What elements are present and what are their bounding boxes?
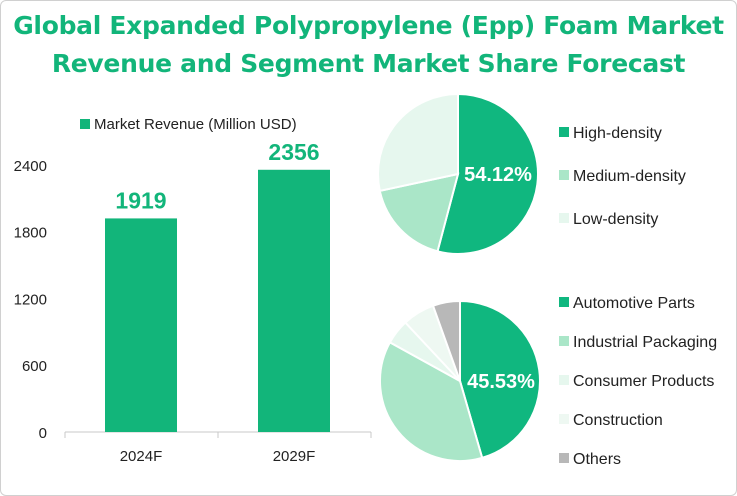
legend-swatch — [559, 453, 569, 463]
legend-label: Construction — [573, 412, 663, 429]
legend-swatch — [559, 375, 569, 385]
legend-label: Consumer Products — [573, 373, 714, 390]
bar-value-label: 1919 — [115, 187, 166, 213]
pie-slice-low-density — [377, 92, 459, 193]
legend-swatch — [559, 170, 569, 180]
pie-percent-label: 45.53% — [467, 371, 535, 393]
y-tick-label: 1200 — [14, 291, 47, 308]
pie-chart-density: 54.12% High-density Medium-density Low-dens… — [377, 92, 686, 255]
title-line-1: Global Expanded Polypropylene (Epp) Foam… — [13, 11, 724, 40]
pie-chart-application: 45.53% Automotive Parts Industrial Packagi… — [379, 295, 717, 468]
legend-swatch-revenue — [80, 119, 90, 129]
pie-slice-others — [431, 299, 461, 382]
legend-swatch — [559, 297, 569, 307]
pie-slice-industrial-packaging — [379, 340, 484, 462]
y-tick-label: 0 — [39, 425, 47, 442]
chart-title: Global Expanded Polypropylene (Epp) Foam… — [1, 7, 736, 83]
x-tick-label: 2029F — [273, 448, 316, 465]
title-line-2: Revenue and Segment Market Share Forecas… — [51, 49, 686, 78]
legend-label: Automotive Parts — [573, 295, 695, 312]
pie-percent-label: 54.12% — [464, 164, 532, 186]
legend-swatch — [559, 127, 569, 137]
legend-swatch — [559, 414, 569, 424]
legend-label: Others — [573, 451, 621, 468]
y-tick-label: 1800 — [14, 225, 47, 242]
legend-swatch — [559, 336, 569, 346]
x-tick-label: 2024F — [120, 448, 163, 465]
bar-chart: Market Revenue (Million USD) 0 600 1200 1800… — [14, 116, 372, 465]
legend-label: Low-density — [573, 211, 658, 228]
y-tick-label: 2400 — [14, 158, 47, 175]
pie-slice-medium-density — [378, 172, 460, 253]
legend-label-revenue: Market Revenue (Million USD) — [94, 116, 297, 133]
bar-2029F — [258, 169, 330, 432]
y-tick-label: 600 — [22, 358, 47, 375]
legend-label: Industrial Packaging — [573, 334, 717, 351]
legend-label: Medium-density — [573, 168, 686, 185]
legend-swatch — [559, 213, 569, 223]
pie-slice-automotive-parts — [459, 299, 541, 460]
bar-value-label: 2356 — [268, 139, 319, 165]
legend-label: High-density — [573, 125, 662, 142]
bar-2024F — [105, 218, 177, 432]
pie-slice-high-density — [436, 92, 539, 255]
